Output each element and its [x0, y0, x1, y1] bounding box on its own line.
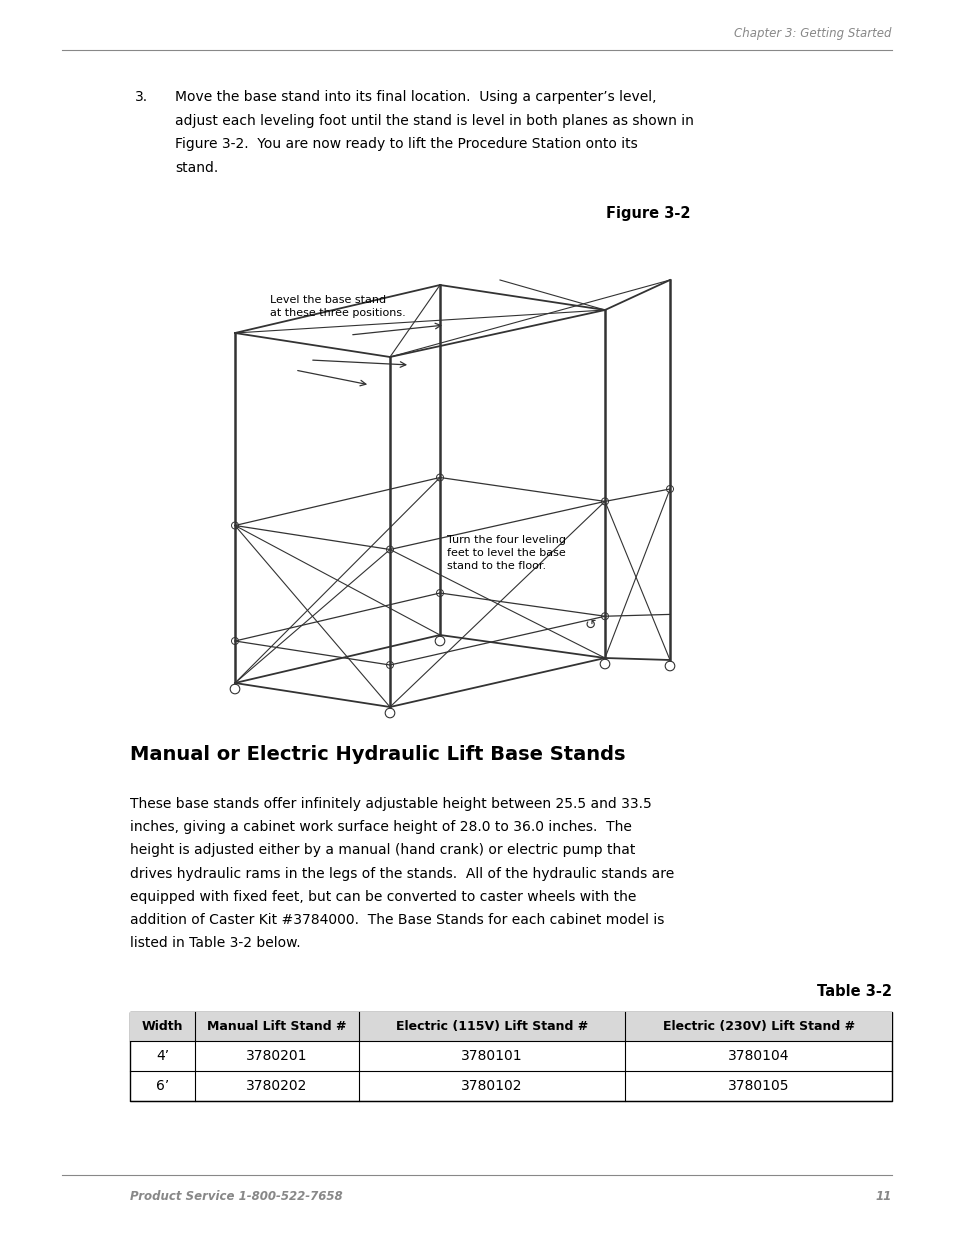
Text: 11: 11 — [875, 1191, 891, 1203]
Text: 3780201: 3780201 — [246, 1050, 307, 1063]
Text: ↺: ↺ — [583, 618, 596, 632]
Bar — [130, 1013, 891, 1041]
Text: Chapter 3: Getting Started: Chapter 3: Getting Started — [734, 27, 891, 40]
Text: 4’: 4’ — [155, 1050, 169, 1063]
Text: adjust each leveling foot until the stand is level in both planes as shown in: adjust each leveling foot until the stan… — [174, 114, 693, 127]
Text: inches, giving a cabinet work surface height of 28.0 to 36.0 inches.  The: inches, giving a cabinet work surface he… — [130, 820, 631, 834]
Text: 3780104: 3780104 — [727, 1050, 788, 1063]
Text: Width: Width — [141, 1020, 183, 1034]
Text: Electric (115V) Lift Stand #: Electric (115V) Lift Stand # — [395, 1020, 587, 1034]
Text: addition of Caster Kit #3784000.  The Base Stands for each cabinet model is: addition of Caster Kit #3784000. The Bas… — [130, 913, 663, 927]
Text: 3780105: 3780105 — [727, 1079, 788, 1093]
Text: Product Service 1-800-522-7658: Product Service 1-800-522-7658 — [130, 1191, 342, 1203]
Bar — [130, 1013, 891, 1102]
Text: Table 3-2: Table 3-2 — [816, 984, 891, 999]
Text: height is adjusted either by a manual (hand crank) or electric pump that: height is adjusted either by a manual (h… — [130, 844, 635, 857]
Text: Move the base stand into its final location.  Using a carpenter’s level,: Move the base stand into its final locat… — [174, 90, 656, 104]
Text: Figure 3-2: Figure 3-2 — [606, 206, 690, 221]
Text: listed in Table 3-2 below.: listed in Table 3-2 below. — [130, 936, 300, 950]
Text: Electric (230V) Lift Stand #: Electric (230V) Lift Stand # — [662, 1020, 854, 1034]
Text: 3780101: 3780101 — [460, 1050, 522, 1063]
Text: 3.: 3. — [135, 90, 148, 104]
Text: stand.: stand. — [174, 161, 218, 174]
Text: Figure 3-2.  You are now ready to lift the Procedure Station onto its: Figure 3-2. You are now ready to lift th… — [174, 137, 638, 151]
Text: 3780102: 3780102 — [460, 1079, 522, 1093]
Text: equipped with fixed feet, but can be converted to caster wheels with the: equipped with fixed feet, but can be con… — [130, 889, 636, 904]
Text: Turn the four leveling
feet to level the base
stand to the floor.: Turn the four leveling feet to level the… — [447, 535, 565, 572]
Text: 6’: 6’ — [155, 1079, 169, 1093]
Text: Manual or Electric Hydraulic Lift Base Stands: Manual or Electric Hydraulic Lift Base S… — [130, 745, 625, 764]
Text: These base stands offer infinitely adjustable height between 25.5 and 33.5: These base stands offer infinitely adjus… — [130, 797, 651, 811]
Text: Manual Lift Stand #: Manual Lift Stand # — [207, 1020, 346, 1034]
Text: 3780202: 3780202 — [246, 1079, 307, 1093]
Text: Level the base stand
at these three positions.: Level the base stand at these three posi… — [270, 295, 405, 319]
Text: drives hydraulic rams in the legs of the stands.  All of the hydraulic stands ar: drives hydraulic rams in the legs of the… — [130, 867, 674, 881]
